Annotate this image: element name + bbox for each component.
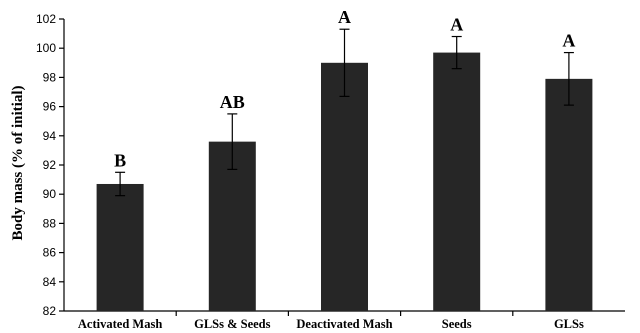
category-labels: Activated Mash GLSs & Seeds Deactivated Ma…: [78, 317, 584, 331]
bars: B AB A A A: [96, 7, 593, 312]
y-tick-label: 100: [36, 41, 56, 55]
y-tick-label: 96: [43, 100, 57, 114]
y-tick-label: 86: [43, 246, 57, 260]
y-tick-label: 88: [43, 216, 57, 230]
y-tick-label: 82: [43, 304, 57, 318]
bar: [96, 183, 144, 311]
x-tick-label: GLSs: [554, 317, 584, 331]
x-tick-label: Deactivated Mash: [296, 317, 392, 331]
significance-label: B: [114, 150, 126, 170]
y-tick-label: 92: [43, 158, 57, 172]
y-tick-label: 102: [36, 12, 56, 26]
y-tick-label: 94: [43, 129, 57, 143]
y-axis-title: Body mass (% of initial): [10, 85, 26, 240]
y-tick-label: 84: [43, 275, 57, 289]
bar: [545, 78, 593, 311]
x-tick-label: Seeds: [442, 317, 472, 331]
y-tick-label: 98: [43, 70, 57, 84]
significance-label: A: [338, 7, 351, 27]
bar: [433, 52, 481, 312]
x-tick-label: Activated Mash: [78, 317, 162, 331]
bar: [321, 62, 368, 311]
axes: 82 84 86 88 90 92 94 96 98 100 102: [36, 12, 625, 318]
y-tick-label: 90: [43, 187, 57, 201]
significance-label: A: [450, 15, 463, 35]
significance-label: A: [562, 31, 575, 51]
x-tick-label: GLSs & Seeds: [194, 317, 271, 331]
significance-label: AB: [220, 92, 245, 112]
